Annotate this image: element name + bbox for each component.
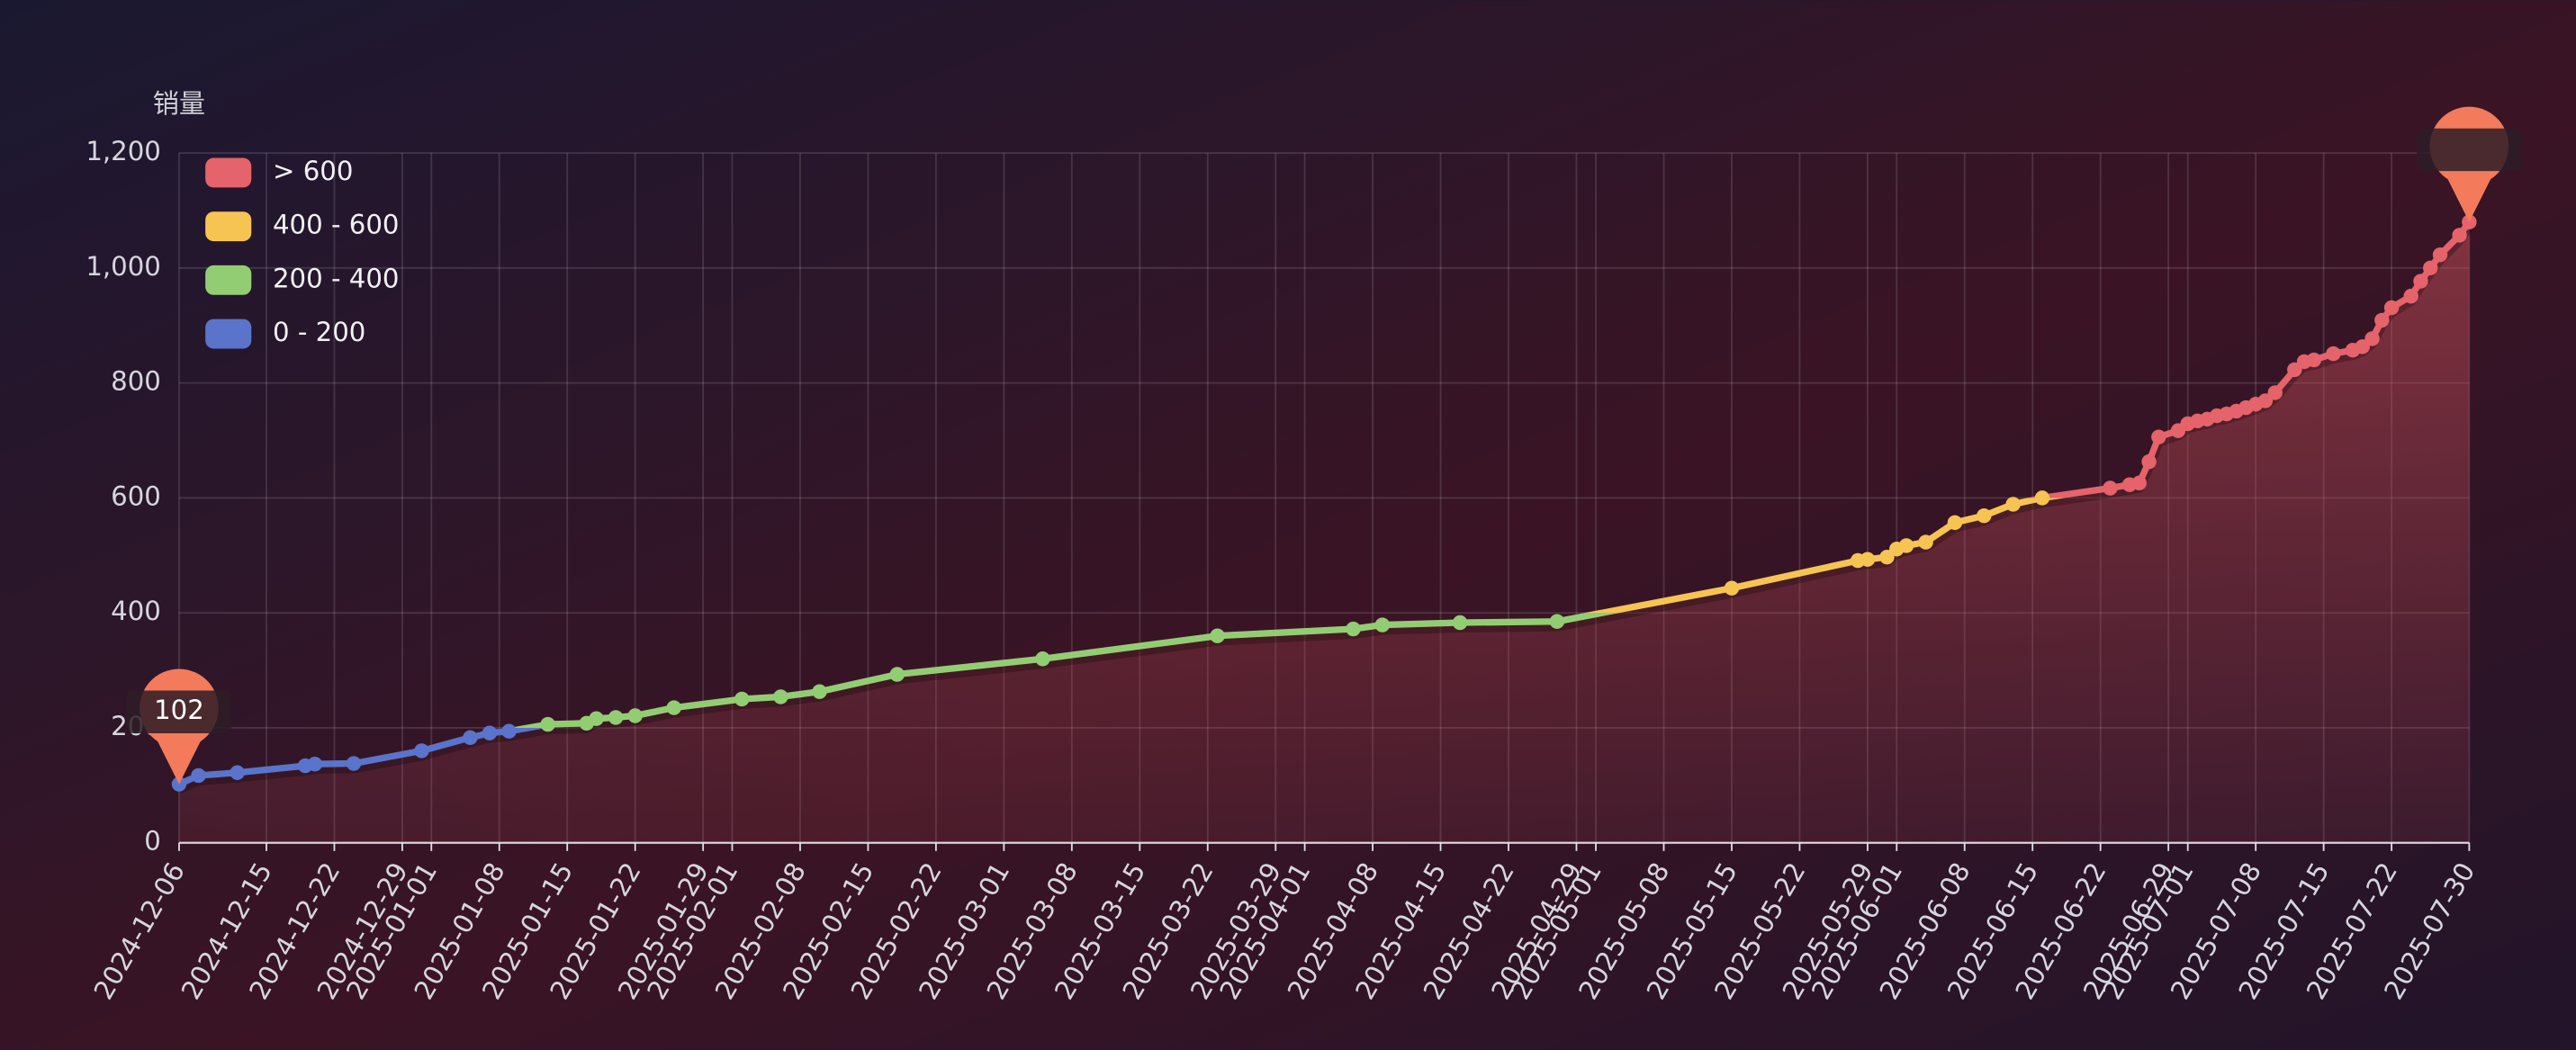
point bbox=[589, 711, 604, 726]
point bbox=[2287, 362, 2302, 378]
y-tick-label: 1,200 bbox=[86, 136, 161, 166]
point bbox=[2452, 228, 2467, 243]
point bbox=[2374, 312, 2390, 328]
legend-swatch bbox=[205, 319, 252, 349]
point bbox=[540, 716, 555, 732]
point bbox=[171, 776, 187, 792]
point bbox=[889, 667, 905, 682]
point bbox=[2326, 346, 2341, 362]
point bbox=[2306, 352, 2322, 368]
y-tick-label: 1,000 bbox=[86, 251, 161, 282]
point bbox=[2403, 288, 2418, 304]
area bbox=[178, 221, 2470, 843]
point bbox=[734, 691, 750, 707]
legend-label: 0 - 200 bbox=[273, 317, 365, 347]
point bbox=[608, 710, 624, 725]
point bbox=[1879, 549, 1895, 565]
point bbox=[2151, 429, 2166, 444]
point bbox=[2413, 274, 2428, 289]
y-tick-label: 800 bbox=[111, 366, 161, 397]
point bbox=[501, 723, 517, 739]
point bbox=[2383, 300, 2400, 316]
legend-swatch bbox=[205, 157, 252, 188]
point bbox=[2005, 497, 2021, 512]
point bbox=[2355, 339, 2370, 354]
point bbox=[773, 689, 788, 704]
legend-swatch bbox=[205, 265, 252, 295]
point bbox=[1210, 628, 1225, 643]
y-tick-label: 400 bbox=[111, 596, 161, 626]
point bbox=[2267, 385, 2283, 400]
point bbox=[463, 730, 478, 745]
point bbox=[2364, 331, 2380, 346]
y-tick-label: 600 bbox=[111, 480, 161, 511]
point bbox=[666, 700, 682, 715]
point bbox=[414, 743, 429, 758]
point bbox=[812, 684, 827, 699]
point bbox=[2432, 247, 2448, 263]
point bbox=[2141, 453, 2157, 470]
point bbox=[627, 708, 643, 723]
legend-swatch bbox=[205, 211, 252, 242]
point bbox=[1346, 621, 1361, 637]
pin-label-box bbox=[2416, 128, 2522, 172]
y-tick-label: 0 bbox=[144, 826, 161, 857]
point bbox=[1977, 507, 1992, 524]
point bbox=[482, 725, 498, 740]
point bbox=[1374, 617, 1391, 633]
point bbox=[1918, 534, 1933, 550]
point bbox=[1860, 552, 1876, 567]
y-axis-name: 销量 bbox=[153, 88, 205, 119]
pin-label: 102 bbox=[154, 695, 204, 725]
pin-label-box bbox=[126, 690, 232, 733]
point bbox=[2423, 260, 2438, 276]
point bbox=[1452, 615, 1468, 631]
point bbox=[1724, 580, 1740, 596]
point bbox=[1898, 538, 1914, 553]
point bbox=[1035, 651, 1050, 667]
point bbox=[191, 767, 206, 784]
point bbox=[307, 756, 323, 772]
legend-label: 400 - 600 bbox=[273, 210, 400, 240]
point bbox=[230, 765, 245, 780]
point bbox=[2103, 480, 2118, 496]
legend-label: 200 - 400 bbox=[273, 263, 400, 293]
legend-label: > 600 bbox=[273, 156, 353, 186]
point bbox=[1549, 614, 1565, 629]
point bbox=[2034, 490, 2050, 506]
point bbox=[1947, 515, 1963, 531]
point bbox=[346, 756, 362, 771]
point bbox=[2131, 475, 2148, 490]
point bbox=[2257, 393, 2274, 408]
